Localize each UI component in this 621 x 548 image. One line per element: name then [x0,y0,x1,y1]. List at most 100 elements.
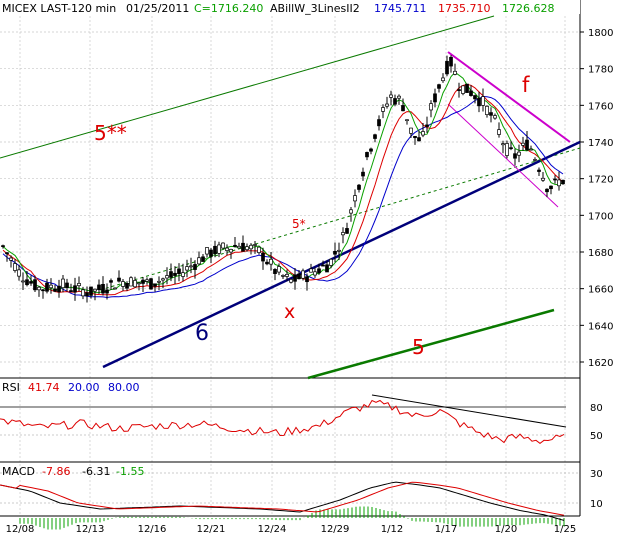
trend-line-f-lower [447,103,559,208]
candle [541,171,545,182]
rsi-label: RSI [2,381,20,394]
candle [381,104,385,119]
rsi-tick-label: 50 [590,431,603,442]
candle [17,264,21,281]
candle [245,243,249,252]
macd-axis: 30 10 [590,469,603,510]
candle [85,286,89,303]
candle [201,253,205,262]
candle [261,247,265,270]
candle [93,288,97,301]
date-tick-label: 12/13 [76,524,105,535]
candle [417,130,421,142]
candle [257,246,261,255]
price-tick-label: 1640 [588,321,613,332]
candle [253,240,257,254]
candle [153,283,157,292]
rsi-panel [0,394,567,445]
candle [69,283,73,293]
candle [389,90,393,106]
candle [461,85,465,96]
candle [337,242,341,260]
date-tick-label: 12/29 [321,524,350,535]
candle [553,175,557,184]
candle [329,258,333,269]
candle [101,276,105,296]
candle [517,144,521,163]
candle [25,270,29,287]
candle [37,285,41,297]
candle [61,275,65,293]
candle [77,276,81,292]
rsi-level-high: 80.00 [108,381,140,394]
candle [5,252,9,262]
candle [301,268,305,281]
trend-line-5-double-star [0,15,495,159]
price-axis: 1800 1780 1760 1740 1720 1700 1680 1660 1640 1620 [580,28,613,369]
candle [469,85,473,97]
candle [113,287,117,290]
candle [185,259,189,278]
trend-line-5 [307,308,555,380]
price-tick-label: 1700 [588,211,613,222]
candle [205,247,209,258]
candle [221,242,225,250]
date-tick-label: 1/20 [495,524,517,535]
candle [129,276,133,287]
candle [145,277,149,285]
header-close: C=1716.240 [194,2,263,15]
date-tick-label: 12/16 [138,524,167,535]
candle [549,185,553,195]
candle [9,255,13,268]
candle [241,235,245,252]
macd-label: MACD [2,465,35,478]
candle [365,151,369,161]
annotation-5-double-star: 5** [94,121,127,145]
candle [465,83,469,93]
price-tick-label: 1620 [588,358,613,369]
candle [521,136,525,151]
candle [413,135,417,145]
candle [1,244,5,249]
candle [449,55,453,73]
header-date: 01/25/2011 [126,2,189,15]
candle [189,257,193,274]
wave-annotations: 5** 5* x 6 5 f [94,73,530,359]
price-tick-label: 1780 [588,65,613,76]
trend-line-6 [102,140,581,369]
date-tick-label: 1/25 [554,524,576,535]
candle [297,269,301,280]
candle [425,116,429,133]
candle [537,167,541,177]
candle [473,94,477,104]
candle [433,88,437,108]
candle [157,276,161,291]
candle [481,88,485,112]
trend-line-5-star [99,147,581,291]
candle [305,273,309,291]
price-tick-label: 1800 [588,28,613,39]
candle [405,119,409,125]
candle [325,260,329,273]
macd-line [0,481,565,521]
candle [393,94,397,107]
candle [317,263,321,275]
candle [285,269,289,282]
candle [41,289,45,299]
candle [165,267,169,285]
candle [513,148,517,166]
candle [57,279,61,298]
annotation-5-star: 5* [292,217,306,231]
date-tick-label: 12/08 [6,524,35,535]
trend-line-f-upper [447,51,571,143]
candle [333,242,337,263]
candle [117,270,121,283]
price-tick-label: 1720 [588,175,613,186]
candle [229,248,233,259]
candle [309,263,313,273]
price-tick-label: 1760 [588,101,613,112]
candle [209,247,213,264]
header-line1: 1745.711 [374,2,427,15]
candle [557,171,561,191]
